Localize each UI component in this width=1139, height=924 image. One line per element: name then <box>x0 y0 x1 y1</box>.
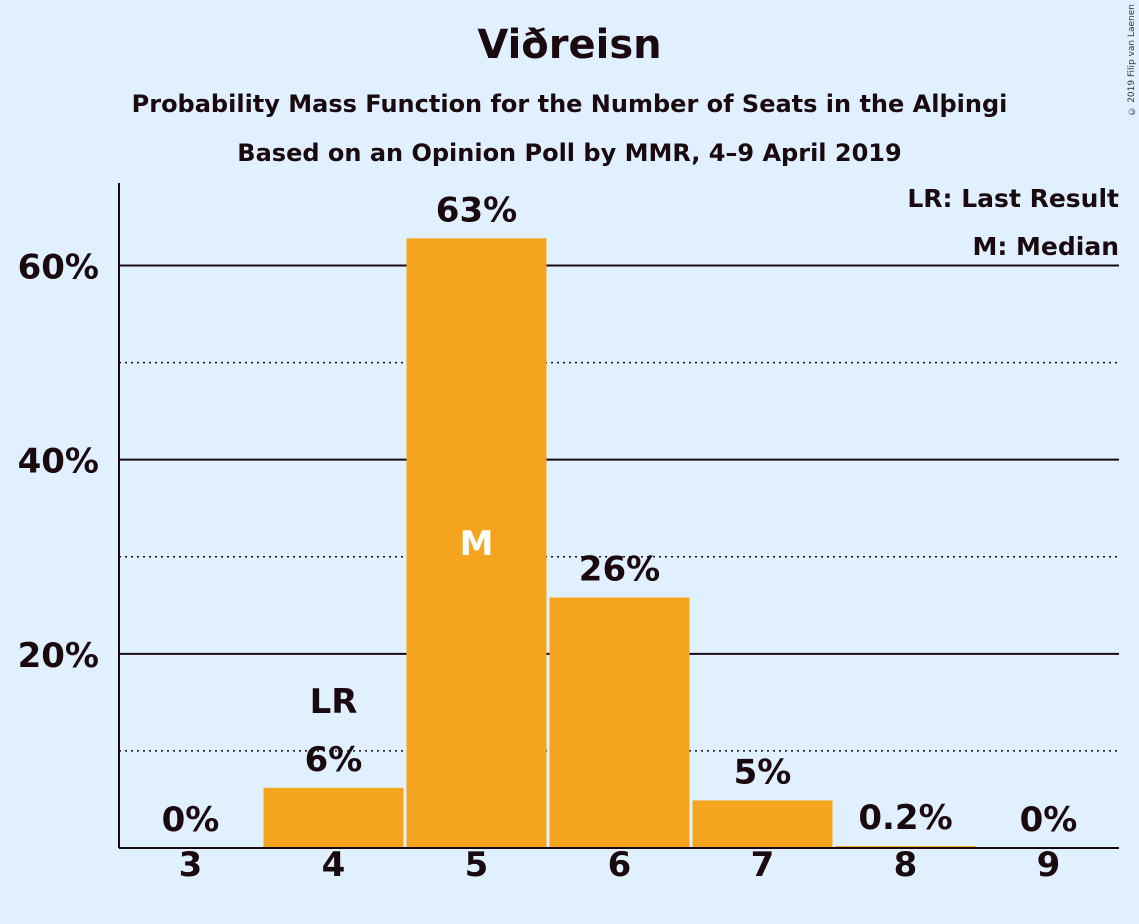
y-tick-label: 60% <box>18 248 99 288</box>
x-tick-label: 5 <box>465 845 489 885</box>
bar <box>406 238 547 849</box>
chart-title: Viðreisn <box>477 22 662 68</box>
data-label: 0% <box>1020 800 1078 840</box>
data-label: 26% <box>579 550 660 590</box>
last-result-marker: LR <box>310 682 358 722</box>
legend-last-result: LR: Last Result <box>907 184 1119 213</box>
x-tick-label: 7 <box>751 845 775 885</box>
x-tick-label: 8 <box>894 845 918 885</box>
data-label: 5% <box>734 752 792 792</box>
x-tick-label: 3 <box>179 845 203 885</box>
data-label: 0% <box>162 800 220 840</box>
data-label: 63% <box>436 190 517 230</box>
data-label: 0.2% <box>858 798 952 838</box>
y-tick-label: 40% <box>18 442 99 482</box>
legend-median: M: Median <box>972 232 1119 261</box>
x-tick-label: 4 <box>322 845 346 885</box>
median-marker: M <box>460 524 494 564</box>
data-label: 6% <box>305 740 363 780</box>
x-tick-label: 6 <box>608 845 632 885</box>
x-tick-label: 9 <box>1037 845 1061 885</box>
bar <box>263 787 404 848</box>
bar <box>549 597 690 848</box>
y-tick-label: 20% <box>18 636 99 676</box>
chart-subtitle: Probability Mass Function for the Number… <box>131 90 1008 118</box>
chart-subtitle-source: Based on an Opinion Poll by MMR, 4–9 Apr… <box>237 139 902 167</box>
bar <box>692 800 833 848</box>
